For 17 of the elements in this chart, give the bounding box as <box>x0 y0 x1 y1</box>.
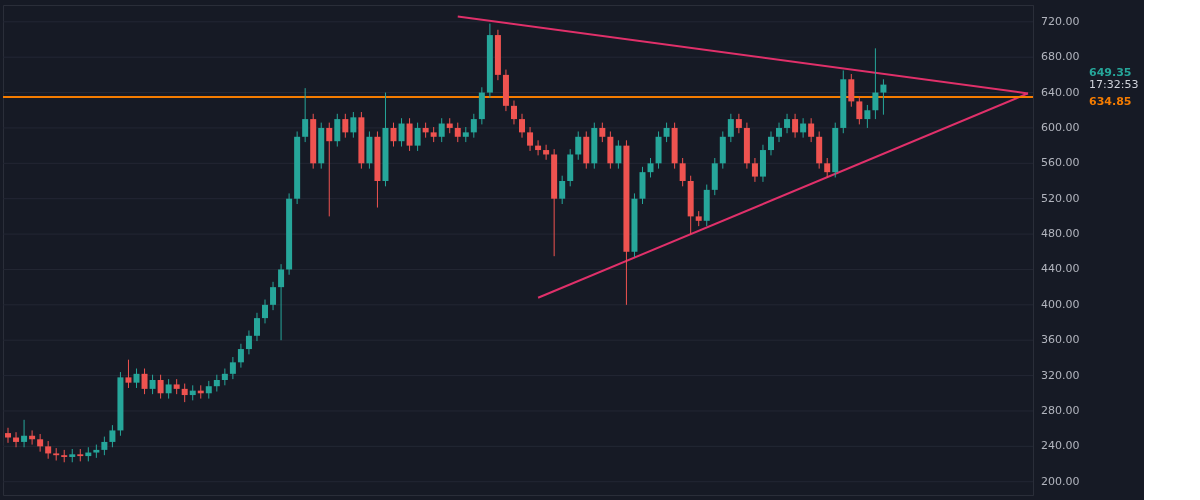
y-tick-label: 480.00 <box>1041 227 1080 241</box>
y-tick-label: 240.00 <box>1041 439 1080 453</box>
y-tick-label: 640.00 <box>1041 85 1080 99</box>
y-tick-label: 360.00 <box>1041 333 1080 347</box>
y-tick-label: 560.00 <box>1041 156 1080 170</box>
ref-line-label: 634.85 <box>1089 95 1132 109</box>
y-tick-label: 720.00 <box>1041 14 1080 28</box>
y-tick-label: 200.00 <box>1041 474 1080 488</box>
text: 17:32:53 <box>1089 77 1139 91</box>
y-tick-label: 520.00 <box>1041 191 1080 205</box>
y-tick-label: 400.00 <box>1041 297 1080 311</box>
text: 649.35 <box>1089 65 1132 79</box>
y-tick-label: 600.00 <box>1041 120 1080 134</box>
y-tick-label: 320.00 <box>1041 368 1080 382</box>
y-tick-label: 280.00 <box>1041 403 1080 417</box>
y-tick-label: 680.00 <box>1041 50 1080 64</box>
y-tick-label: 440.00 <box>1041 262 1080 276</box>
